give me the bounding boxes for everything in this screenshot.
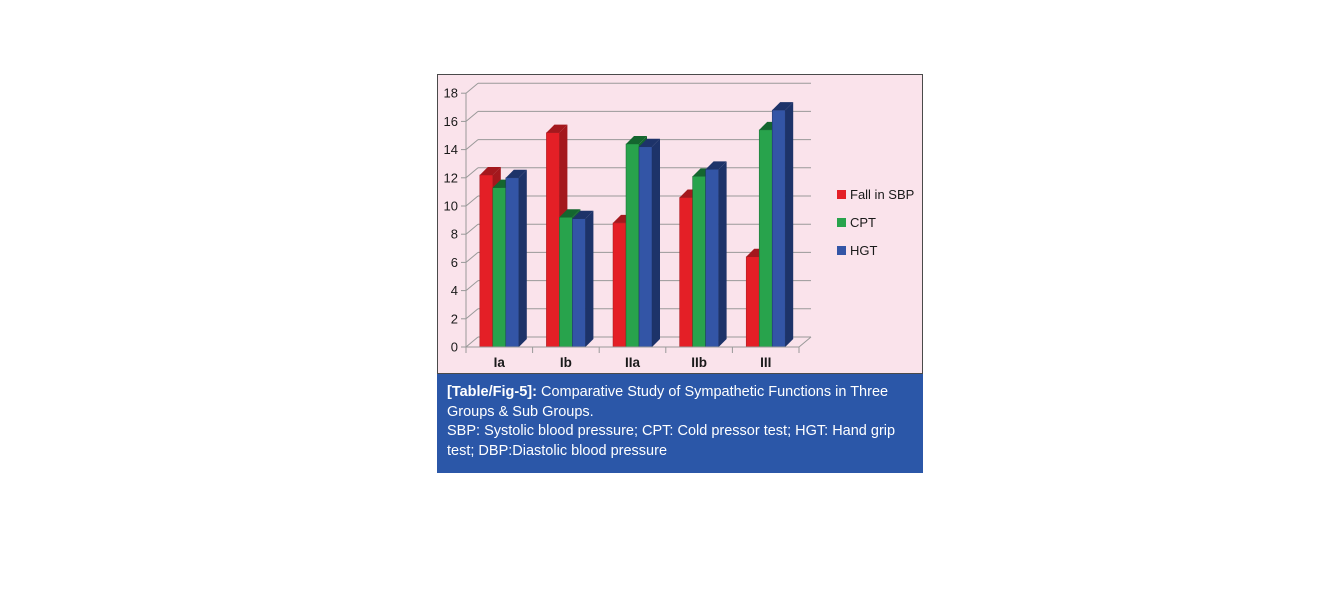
- bars: [479, 102, 794, 348]
- y-tick-label: 14: [444, 142, 458, 157]
- bar-CPT-IIa: [625, 143, 640, 348]
- bar-group-III: [745, 102, 794, 348]
- chart-panel: 0 2 4 6 8 10 12 14 16 18 Ia Ib IIa IIb III Fall in SBP C…: [437, 74, 923, 374]
- bar-side-HGT: [718, 161, 727, 347]
- y-tick-label: 16: [444, 114, 458, 129]
- y-tick-label: 6: [451, 255, 458, 270]
- bar-Fall in SBP-Ib: [546, 132, 560, 348]
- bar-Fall in SBP-IIb: [679, 197, 693, 348]
- bar-top-CPT: [559, 209, 581, 218]
- bar-Fall in SBP-III: [745, 256, 760, 348]
- legend-swatch-Fall in SBP: [837, 190, 846, 199]
- legend: Fall in SBP CPT HGT: [837, 187, 914, 258]
- bar-HGT-Ia: [505, 177, 520, 348]
- y-tick-label: 0: [451, 340, 458, 355]
- axis-lines: [465, 336, 812, 353]
- y-tick-label: 18: [444, 86, 458, 101]
- legend-label-CPT: CPT: [850, 215, 876, 230]
- bar-side-HGT: [585, 210, 594, 347]
- bar-HGT-III: [771, 109, 786, 348]
- bar-Fall in SBP-Ia: [479, 174, 494, 348]
- y-tick-label: 8: [451, 227, 458, 242]
- y-tick-label: 4: [451, 283, 458, 298]
- bar-top-CPT: [626, 135, 647, 144]
- bar-chart-svg: 0 2 4 6 8 10 12 14 16 18 Ia Ib IIa IIb III Fall in SBP C…: [444, 82, 914, 370]
- caption-abbreviations: SBP: Systolic blood pressure; CPT: Cold …: [447, 423, 896, 459]
- legend-label-Fall in SBP: Fall in SBP: [850, 187, 914, 202]
- bar-HGT-IIa: [638, 146, 653, 348]
- bar-CPT-Ia: [492, 187, 507, 348]
- bar-top-HGT: [639, 138, 660, 147]
- x-axis-labels: Ia Ib IIa IIb III: [494, 355, 772, 370]
- bar-group-IIb: [679, 161, 727, 348]
- x-category-label-Ib: Ib: [560, 355, 572, 370]
- x-category-label-III: III: [760, 355, 771, 370]
- y-tick-label: 10: [444, 199, 458, 214]
- y-tick-label: 2: [451, 311, 458, 326]
- y-tick-label: 12: [444, 170, 458, 185]
- bar-CPT-IIb: [692, 176, 706, 348]
- bar-group-IIa: [612, 135, 660, 348]
- caption-title-line: [Table/Fig-5]: Comparative Study of Symp…: [447, 383, 913, 422]
- bar-side-HGT: [785, 102, 794, 348]
- bar-top-HGT: [772, 102, 794, 111]
- figure-table-fig-5: 0 2 4 6 8 10 12 14 16 18 Ia Ib IIa IIb III Fall in SBP C…: [437, 74, 923, 473]
- bar-HGT-Ib: [572, 218, 586, 348]
- x-category-label-Ia: Ia: [494, 355, 506, 370]
- bar-side-HGT: [518, 169, 527, 347]
- bar-top-Fall in SBP: [479, 166, 501, 175]
- y-axis-labels: 0 2 4 6 8 10 12 14 16 18: [444, 86, 458, 355]
- figure-caption: [Table/Fig-5]: Comparative Study of Symp…: [437, 374, 923, 473]
- bar-top-HGT: [572, 210, 594, 219]
- bar-Fall in SBP-IIa: [612, 222, 627, 348]
- bar-group-Ia: [479, 166, 527, 348]
- legend-swatch-CPT: [837, 218, 846, 227]
- legend-swatch-HGT: [837, 246, 846, 255]
- bar-group-Ib: [546, 124, 594, 348]
- bar-top-HGT: [705, 161, 727, 170]
- bar-top-HGT: [505, 169, 527, 178]
- bar-side-HGT: [652, 138, 660, 347]
- caption-title: Comparative Study of Sympathetic Functio…: [447, 384, 889, 420]
- bar-top-Fall in SBP: [546, 124, 568, 133]
- bar-HGT-IIb: [705, 169, 719, 348]
- bar-CPT-III: [758, 129, 773, 348]
- legend-label-HGT: HGT: [850, 243, 878, 258]
- caption-label: [Table/Fig-5]:: [447, 384, 537, 400]
- bar-CPT-Ib: [559, 217, 573, 348]
- x-category-label-IIb: IIb: [691, 355, 707, 370]
- x-category-label-IIa: IIa: [625, 355, 641, 370]
